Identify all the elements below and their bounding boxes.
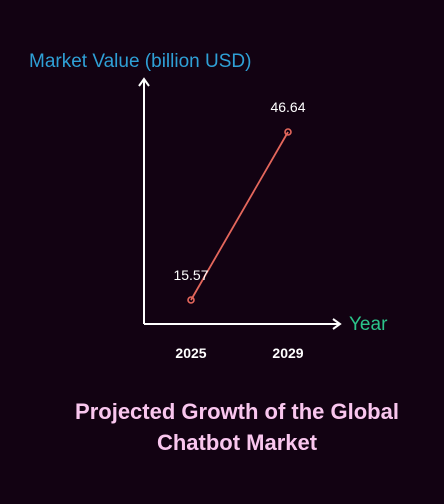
data-point	[284, 128, 292, 136]
y-axis-label: Market Value (billion USD)	[29, 51, 251, 72]
data-label: 15.57	[173, 267, 208, 283]
data-label: 46.64	[270, 99, 305, 115]
chart-title-line-1: Projected Growth of the Global	[75, 399, 399, 424]
data-point	[187, 296, 195, 304]
series-line	[190, 131, 289, 301]
x-tick-label: 2029	[272, 345, 303, 361]
chart-title-line-2: Chatbot Market	[156, 430, 318, 455]
x-tick-label: 2025	[175, 345, 206, 361]
series-marks: 2025 2029 15.57 46.64	[173, 99, 305, 361]
chart-title: Projected Growth of the Global Chatbot M…	[0, 396, 444, 458]
x-axis-label: Year	[349, 314, 388, 335]
